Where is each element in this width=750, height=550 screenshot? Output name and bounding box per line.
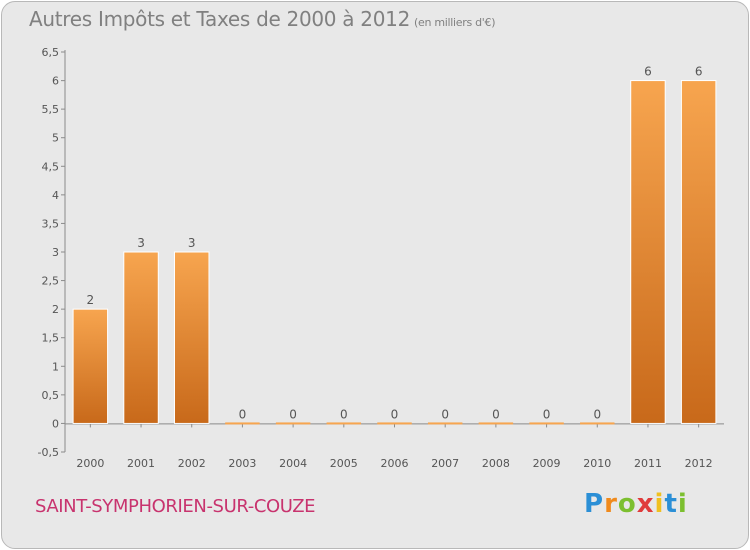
bar bbox=[377, 422, 412, 425]
proxiti-logo: Proxiti bbox=[584, 489, 688, 519]
bar bbox=[326, 422, 362, 425]
bar-value-label: 0 bbox=[340, 407, 348, 421]
x-tick-label: 2007 bbox=[431, 457, 459, 470]
bar bbox=[275, 422, 311, 425]
logo-letter: o bbox=[617, 489, 637, 519]
bar bbox=[72, 308, 109, 424]
y-tick-label: 5 bbox=[52, 132, 59, 145]
y-tick-label: 6 bbox=[52, 75, 59, 88]
bar-value-label: 0 bbox=[289, 407, 297, 421]
y-tick-label: 0 bbox=[52, 417, 59, 430]
commune-name: SAINT-SYMPHORIEN-SUR-COUZE bbox=[35, 496, 316, 517]
y-tick-label: 4,5 bbox=[42, 160, 60, 173]
bar-value-label: 0 bbox=[441, 407, 449, 421]
y-tick-label: 6,5 bbox=[42, 46, 60, 59]
x-tick-label: 2006 bbox=[381, 457, 409, 470]
chart-title: Autres Impôts et Taxes de 2000 à 2012 (en… bbox=[29, 7, 495, 31]
logo-letter: x bbox=[636, 489, 655, 519]
bar-value-label: 6 bbox=[644, 65, 652, 79]
bar-value-label: 0 bbox=[593, 407, 601, 421]
bar-value-label: 0 bbox=[239, 407, 247, 421]
x-tick-label: 2005 bbox=[330, 457, 358, 470]
bar-value-label: 0 bbox=[391, 407, 399, 421]
x-tick-label: 2003 bbox=[228, 457, 256, 470]
y-tick-label: 3 bbox=[52, 246, 59, 259]
logo-letter: P bbox=[584, 489, 605, 519]
y-tick-label: 4 bbox=[52, 189, 59, 202]
bar-value-label: 3 bbox=[137, 236, 145, 250]
logo-letter: r bbox=[604, 489, 618, 519]
chart-unit-label: (en milliers d'€) bbox=[414, 16, 496, 29]
x-tick-label: 2010 bbox=[583, 457, 611, 470]
bar-value-label: 3 bbox=[188, 236, 196, 250]
bar bbox=[478, 422, 514, 425]
bar bbox=[123, 251, 159, 424]
bar bbox=[529, 422, 564, 425]
y-tick-label: 2,5 bbox=[42, 275, 60, 288]
bar bbox=[630, 80, 666, 424]
x-tick-label: 2012 bbox=[685, 457, 713, 470]
y-tick-label: -0,5 bbox=[38, 446, 59, 459]
y-tick-label: 1,5 bbox=[42, 332, 60, 345]
y-tick-label: 5,5 bbox=[42, 103, 60, 116]
y-tick-label: 2 bbox=[52, 303, 59, 316]
x-tick-label: 2008 bbox=[482, 457, 510, 470]
bar-value-label: 2 bbox=[87, 293, 95, 307]
bar-value-label: 0 bbox=[492, 407, 500, 421]
logo-letter: i bbox=[677, 489, 688, 519]
x-tick-label: 2000 bbox=[76, 457, 104, 470]
x-tick-label: 2011 bbox=[634, 457, 662, 470]
y-tick-label: 3,5 bbox=[42, 217, 60, 230]
logo-letter: t bbox=[664, 489, 678, 519]
bar bbox=[173, 251, 210, 424]
x-tick-label: 2001 bbox=[127, 457, 155, 470]
bar-value-label: 6 bbox=[695, 65, 703, 79]
x-tick-label: 2004 bbox=[279, 457, 307, 470]
bar bbox=[680, 80, 717, 424]
bar bbox=[580, 422, 615, 425]
bar bbox=[427, 422, 463, 425]
chart-title-text: Autres Impôts et Taxes de 2000 à 2012 bbox=[29, 7, 410, 31]
bar bbox=[225, 422, 260, 425]
x-tick-label: 2009 bbox=[533, 457, 561, 470]
logo-letter: i bbox=[654, 489, 665, 519]
x-tick-label: 2002 bbox=[178, 457, 206, 470]
bar-value-label: 0 bbox=[543, 407, 551, 421]
y-tick-label: 1 bbox=[52, 360, 59, 373]
y-tick-label: 0,5 bbox=[42, 389, 60, 402]
